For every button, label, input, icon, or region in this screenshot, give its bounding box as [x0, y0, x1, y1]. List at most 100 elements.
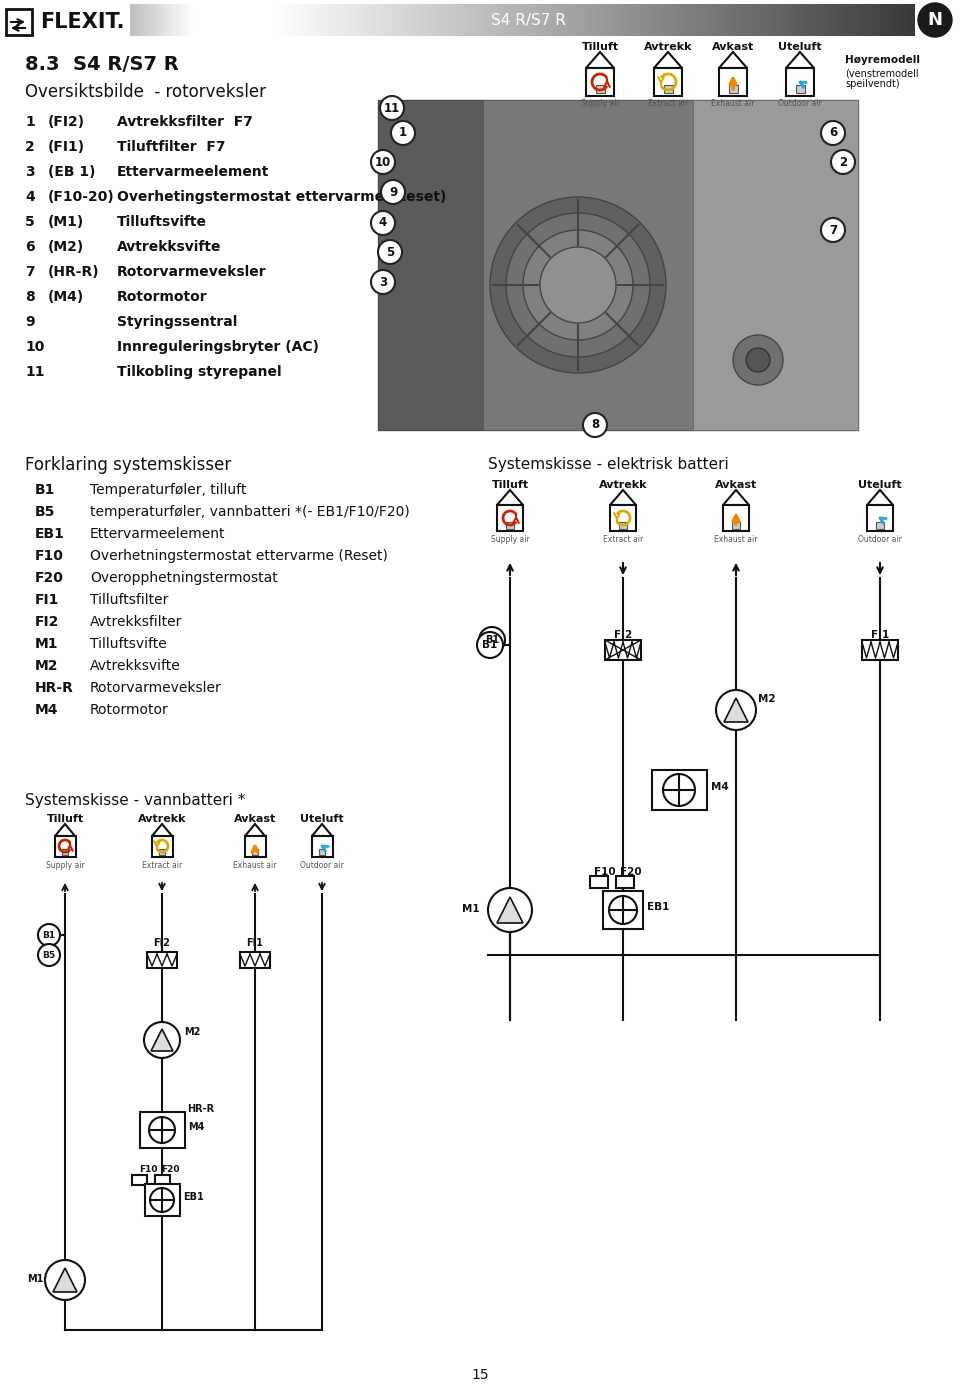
Text: Uteluft: Uteluft	[858, 480, 901, 491]
Bar	[259, 4, 261, 36]
Text: Exhaust air: Exhaust air	[233, 860, 276, 870]
Bar	[791, 4, 793, 36]
Bar	[146, 4, 148, 36]
Polygon shape	[586, 52, 614, 68]
Bar	[607, 4, 609, 36]
Bar	[324, 4, 326, 36]
Text: 8: 8	[590, 418, 599, 432]
Bar	[279, 4, 281, 36]
Bar	[760, 4, 762, 36]
Text: Tilluftsvifte: Tilluftsvifte	[117, 215, 207, 229]
Text: 6: 6	[828, 127, 837, 139]
Circle shape	[918, 3, 952, 38]
Text: (EB 1): (EB 1)	[48, 164, 95, 178]
Bar	[163, 4, 165, 36]
Text: M4: M4	[711, 782, 729, 792]
Bar	[711, 4, 713, 36]
Bar	[770, 4, 772, 36]
Bar	[379, 4, 381, 36]
Bar	[518, 4, 520, 36]
Bar	[351, 4, 353, 36]
Text: Tiluftfilter  F7: Tiluftfilter F7	[117, 139, 226, 153]
Bar	[537, 4, 539, 36]
Bar	[819, 4, 821, 36]
Bar	[851, 4, 852, 36]
Bar	[195, 4, 197, 36]
Bar	[721, 4, 723, 36]
Bar	[456, 4, 458, 36]
Bar	[894, 4, 896, 36]
Bar	[597, 4, 599, 36]
Bar	[304, 4, 306, 36]
Bar	[713, 4, 715, 36]
Bar	[520, 4, 522, 36]
Text: M1: M1	[463, 903, 480, 914]
Bar	[238, 4, 240, 36]
Bar	[605, 640, 641, 659]
Bar	[732, 521, 740, 528]
Text: HR-R: HR-R	[35, 682, 74, 696]
Bar	[208, 4, 210, 36]
Text: EB1: EB1	[35, 527, 65, 541]
Bar	[744, 4, 746, 36]
Bar	[540, 4, 542, 36]
Bar	[159, 849, 165, 855]
Bar	[248, 4, 250, 36]
Bar	[872, 4, 874, 36]
Bar	[666, 4, 668, 36]
Circle shape	[733, 335, 783, 385]
Polygon shape	[719, 52, 747, 68]
Text: FI1: FI1	[35, 592, 60, 606]
Bar	[575, 4, 578, 36]
Bar	[493, 4, 495, 36]
Bar	[391, 4, 393, 36]
Bar	[701, 4, 703, 36]
Bar	[664, 85, 673, 93]
Bar	[738, 4, 740, 36]
Bar	[387, 4, 389, 36]
Bar	[734, 4, 736, 36]
Bar	[661, 4, 663, 36]
Text: Systemskisse - vannbatteri *: Systemskisse - vannbatteri *	[25, 793, 246, 807]
Circle shape	[477, 631, 503, 658]
Bar	[434, 4, 436, 36]
Bar	[424, 4, 426, 36]
Text: Innreguleringsbryter (AC): Innreguleringsbryter (AC)	[117, 340, 319, 354]
Text: 11: 11	[384, 102, 400, 114]
Bar	[274, 4, 276, 36]
Bar	[370, 4, 372, 36]
Bar	[411, 4, 413, 36]
Text: B1: B1	[35, 482, 56, 498]
Bar	[516, 4, 518, 36]
Bar	[650, 4, 652, 36]
Bar	[487, 4, 490, 36]
Bar	[593, 4, 595, 36]
Bar	[742, 4, 744, 36]
Bar	[571, 4, 573, 36]
Bar	[723, 4, 725, 36]
Bar	[903, 4, 905, 36]
Bar	[827, 4, 828, 36]
Text: Styringssentral: Styringssentral	[117, 315, 237, 329]
Bar	[155, 1175, 170, 1185]
Bar	[246, 4, 248, 36]
Bar	[378, 100, 858, 429]
Bar	[468, 4, 469, 36]
Text: (M1): (M1)	[48, 215, 84, 229]
Text: 10: 10	[25, 340, 44, 354]
Circle shape	[150, 1188, 174, 1211]
Circle shape	[391, 121, 415, 145]
Bar	[218, 4, 220, 36]
Bar	[252, 849, 258, 855]
Bar	[377, 4, 379, 36]
Bar	[477, 4, 479, 36]
Bar	[289, 4, 291, 36]
Bar	[554, 4, 556, 36]
Bar	[344, 4, 346, 36]
Bar	[261, 4, 263, 36]
Bar	[252, 4, 253, 36]
Bar	[503, 4, 505, 36]
Bar	[727, 4, 729, 36]
Bar	[896, 4, 898, 36]
Bar	[648, 4, 650, 36]
